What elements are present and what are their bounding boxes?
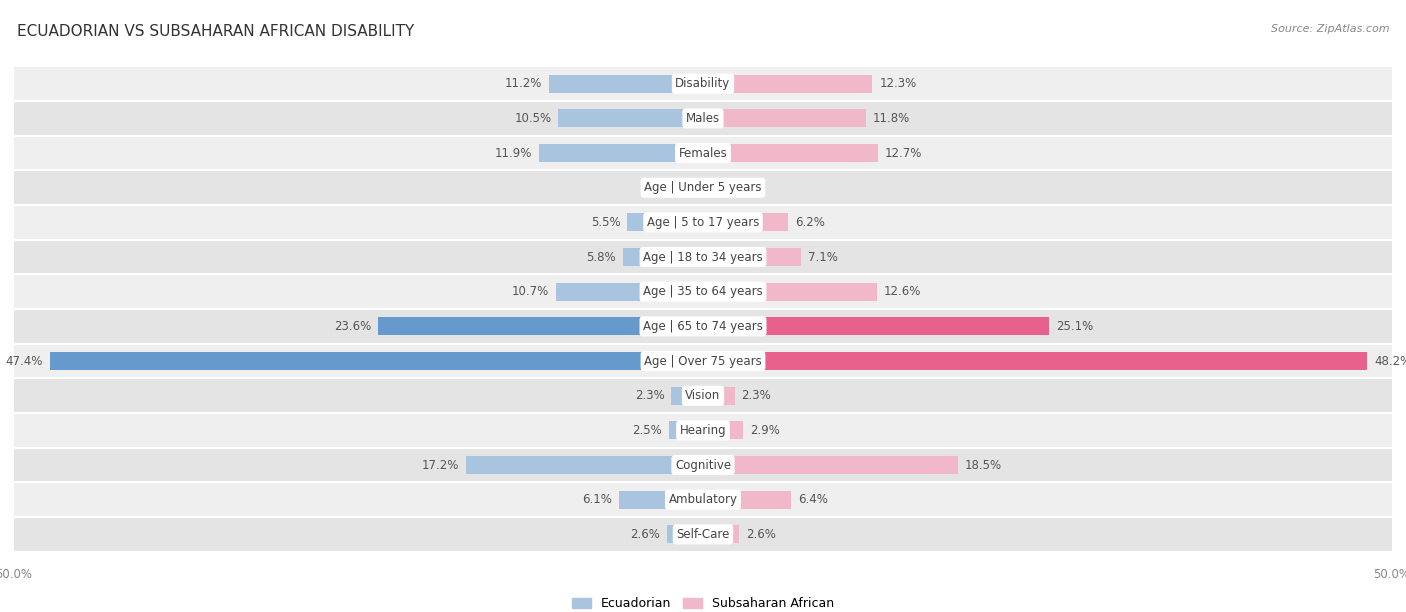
Bar — [703, 144, 877, 162]
Text: 12.3%: 12.3% — [879, 77, 917, 90]
Text: 2.9%: 2.9% — [749, 424, 780, 437]
Bar — [14, 413, 1392, 448]
Bar — [703, 422, 742, 439]
Text: Females: Females — [679, 146, 727, 160]
Text: 1.1%: 1.1% — [651, 181, 681, 194]
Bar — [14, 309, 1392, 344]
Text: 47.4%: 47.4% — [6, 354, 44, 368]
Bar — [14, 344, 1392, 378]
Bar — [623, 248, 703, 266]
Text: Disability: Disability — [675, 77, 731, 90]
Text: Self-Care: Self-Care — [676, 528, 730, 541]
Bar — [703, 283, 876, 300]
Text: 25.1%: 25.1% — [1056, 320, 1092, 333]
Bar — [14, 136, 1392, 170]
Bar — [703, 248, 801, 266]
Bar — [14, 378, 1392, 413]
Bar — [14, 66, 1392, 101]
Text: 6.2%: 6.2% — [796, 216, 825, 229]
Bar — [14, 482, 1392, 517]
Text: 6.4%: 6.4% — [799, 493, 828, 506]
Bar — [703, 352, 1367, 370]
Text: Source: ZipAtlas.com: Source: ZipAtlas.com — [1271, 24, 1389, 34]
Text: 11.2%: 11.2% — [505, 77, 541, 90]
Bar — [703, 525, 738, 543]
Text: Cognitive: Cognitive — [675, 458, 731, 472]
Bar — [14, 274, 1392, 309]
Bar — [465, 456, 703, 474]
Text: Age | Under 5 years: Age | Under 5 years — [644, 181, 762, 194]
Bar — [14, 205, 1392, 240]
Text: Age | 65 to 74 years: Age | 65 to 74 years — [643, 320, 763, 333]
Bar — [688, 179, 703, 196]
Bar — [703, 75, 873, 93]
Text: 18.5%: 18.5% — [965, 458, 1002, 472]
Bar — [558, 110, 703, 127]
Bar — [555, 283, 703, 300]
Text: Age | Over 75 years: Age | Over 75 years — [644, 354, 762, 368]
Bar — [14, 517, 1392, 552]
Text: Age | 5 to 17 years: Age | 5 to 17 years — [647, 216, 759, 229]
Text: 2.5%: 2.5% — [631, 424, 662, 437]
Text: 17.2%: 17.2% — [422, 458, 460, 472]
Text: 12.7%: 12.7% — [884, 146, 922, 160]
Text: Hearing: Hearing — [679, 424, 727, 437]
Text: 6.1%: 6.1% — [582, 493, 612, 506]
Bar — [703, 318, 1049, 335]
Text: 5.8%: 5.8% — [586, 250, 616, 264]
Text: 2.6%: 2.6% — [630, 528, 661, 541]
Text: 2.6%: 2.6% — [745, 528, 776, 541]
Bar — [14, 240, 1392, 274]
Bar — [669, 422, 703, 439]
Text: 2.3%: 2.3% — [634, 389, 665, 402]
Bar — [14, 170, 1392, 205]
Bar — [703, 456, 957, 474]
Text: Males: Males — [686, 112, 720, 125]
Bar — [14, 448, 1392, 482]
Text: Vision: Vision — [685, 389, 721, 402]
Text: 2.3%: 2.3% — [741, 389, 772, 402]
Text: Ambulatory: Ambulatory — [668, 493, 738, 506]
Bar — [703, 387, 735, 405]
Bar — [703, 214, 789, 231]
Bar — [668, 525, 703, 543]
Legend: Ecuadorian, Subsaharan African: Ecuadorian, Subsaharan African — [567, 592, 839, 612]
Text: 11.8%: 11.8% — [873, 112, 910, 125]
Bar — [703, 110, 866, 127]
Bar — [14, 101, 1392, 136]
Text: 1.3%: 1.3% — [728, 181, 758, 194]
Text: 7.1%: 7.1% — [807, 250, 838, 264]
Bar — [627, 214, 703, 231]
Bar — [703, 179, 721, 196]
Text: 12.6%: 12.6% — [883, 285, 921, 298]
Bar — [378, 318, 703, 335]
Text: Age | 35 to 64 years: Age | 35 to 64 years — [643, 285, 763, 298]
Bar — [671, 387, 703, 405]
Bar — [548, 75, 703, 93]
Text: 5.5%: 5.5% — [591, 216, 620, 229]
Bar — [703, 491, 792, 509]
Text: 11.9%: 11.9% — [495, 146, 531, 160]
Text: 10.7%: 10.7% — [512, 285, 548, 298]
Bar — [619, 491, 703, 509]
Bar — [49, 352, 703, 370]
Text: Age | 18 to 34 years: Age | 18 to 34 years — [643, 250, 763, 264]
Bar — [538, 144, 703, 162]
Text: 10.5%: 10.5% — [515, 112, 551, 125]
Text: ECUADORIAN VS SUBSAHARAN AFRICAN DISABILITY: ECUADORIAN VS SUBSAHARAN AFRICAN DISABIL… — [17, 24, 415, 40]
Text: 23.6%: 23.6% — [333, 320, 371, 333]
Text: 48.2%: 48.2% — [1374, 354, 1406, 368]
